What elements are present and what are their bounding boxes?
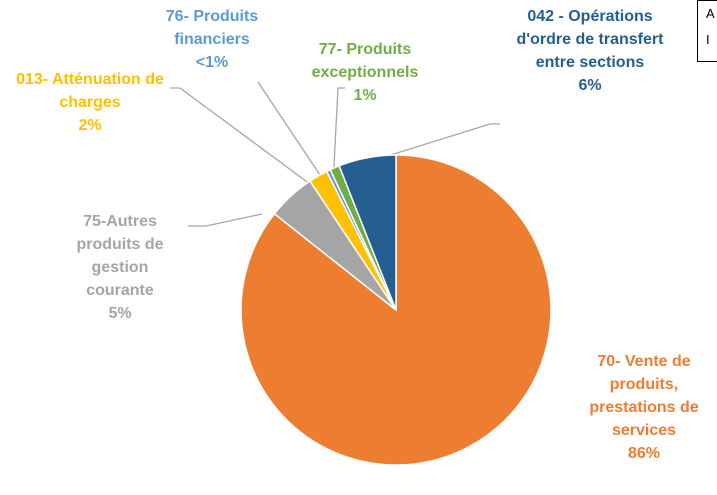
category-name: 70- Vente de produits, prestations de se… — [589, 353, 699, 439]
value-label: 2% — [78, 117, 102, 134]
leader-line — [170, 87, 319, 191]
leader-line — [332, 87, 345, 186]
value-label: 86% — [627, 445, 661, 462]
category-name: 013- Atténuation de charges — [16, 71, 164, 111]
legend-fragment: A I — [697, 0, 717, 62]
slice-label: 77- Produits exceptionnels 1% — [290, 38, 440, 107]
legend-text: I — [706, 32, 710, 47]
category-name: 75-Autres produits de gestion courante — [76, 213, 164, 299]
category-name: 042 - Opérations d'ordre de transfert en… — [516, 8, 664, 71]
leader-line — [257, 81, 329, 188]
slice-label: 70- Vente de produits, prestations de se… — [568, 350, 717, 465]
slice-label: 75-Autres produits de gestion courante 5% — [58, 210, 182, 325]
value-label: 6% — [578, 77, 602, 94]
slice-label: 042 - Opérations d'ordre de transfert en… — [515, 5, 665, 97]
category-name: 76- Produits financiers — [165, 8, 259, 48]
pie-slice — [338, 154, 397, 311]
leader-line — [380, 123, 500, 159]
leader-line — [188, 213, 263, 227]
value-label: <1% — [195, 54, 229, 71]
legend-text: A — [706, 6, 715, 21]
slice-label: 013- Atténuation de charges 2% — [10, 68, 170, 137]
slice-label: 76- Produits financiers <1% — [150, 5, 274, 74]
category-name: 77- Produits exceptionnels — [311, 41, 419, 81]
value-label: 5% — [108, 305, 132, 322]
leader-lines — [170, 81, 500, 227]
value-label: 1% — [353, 87, 377, 104]
